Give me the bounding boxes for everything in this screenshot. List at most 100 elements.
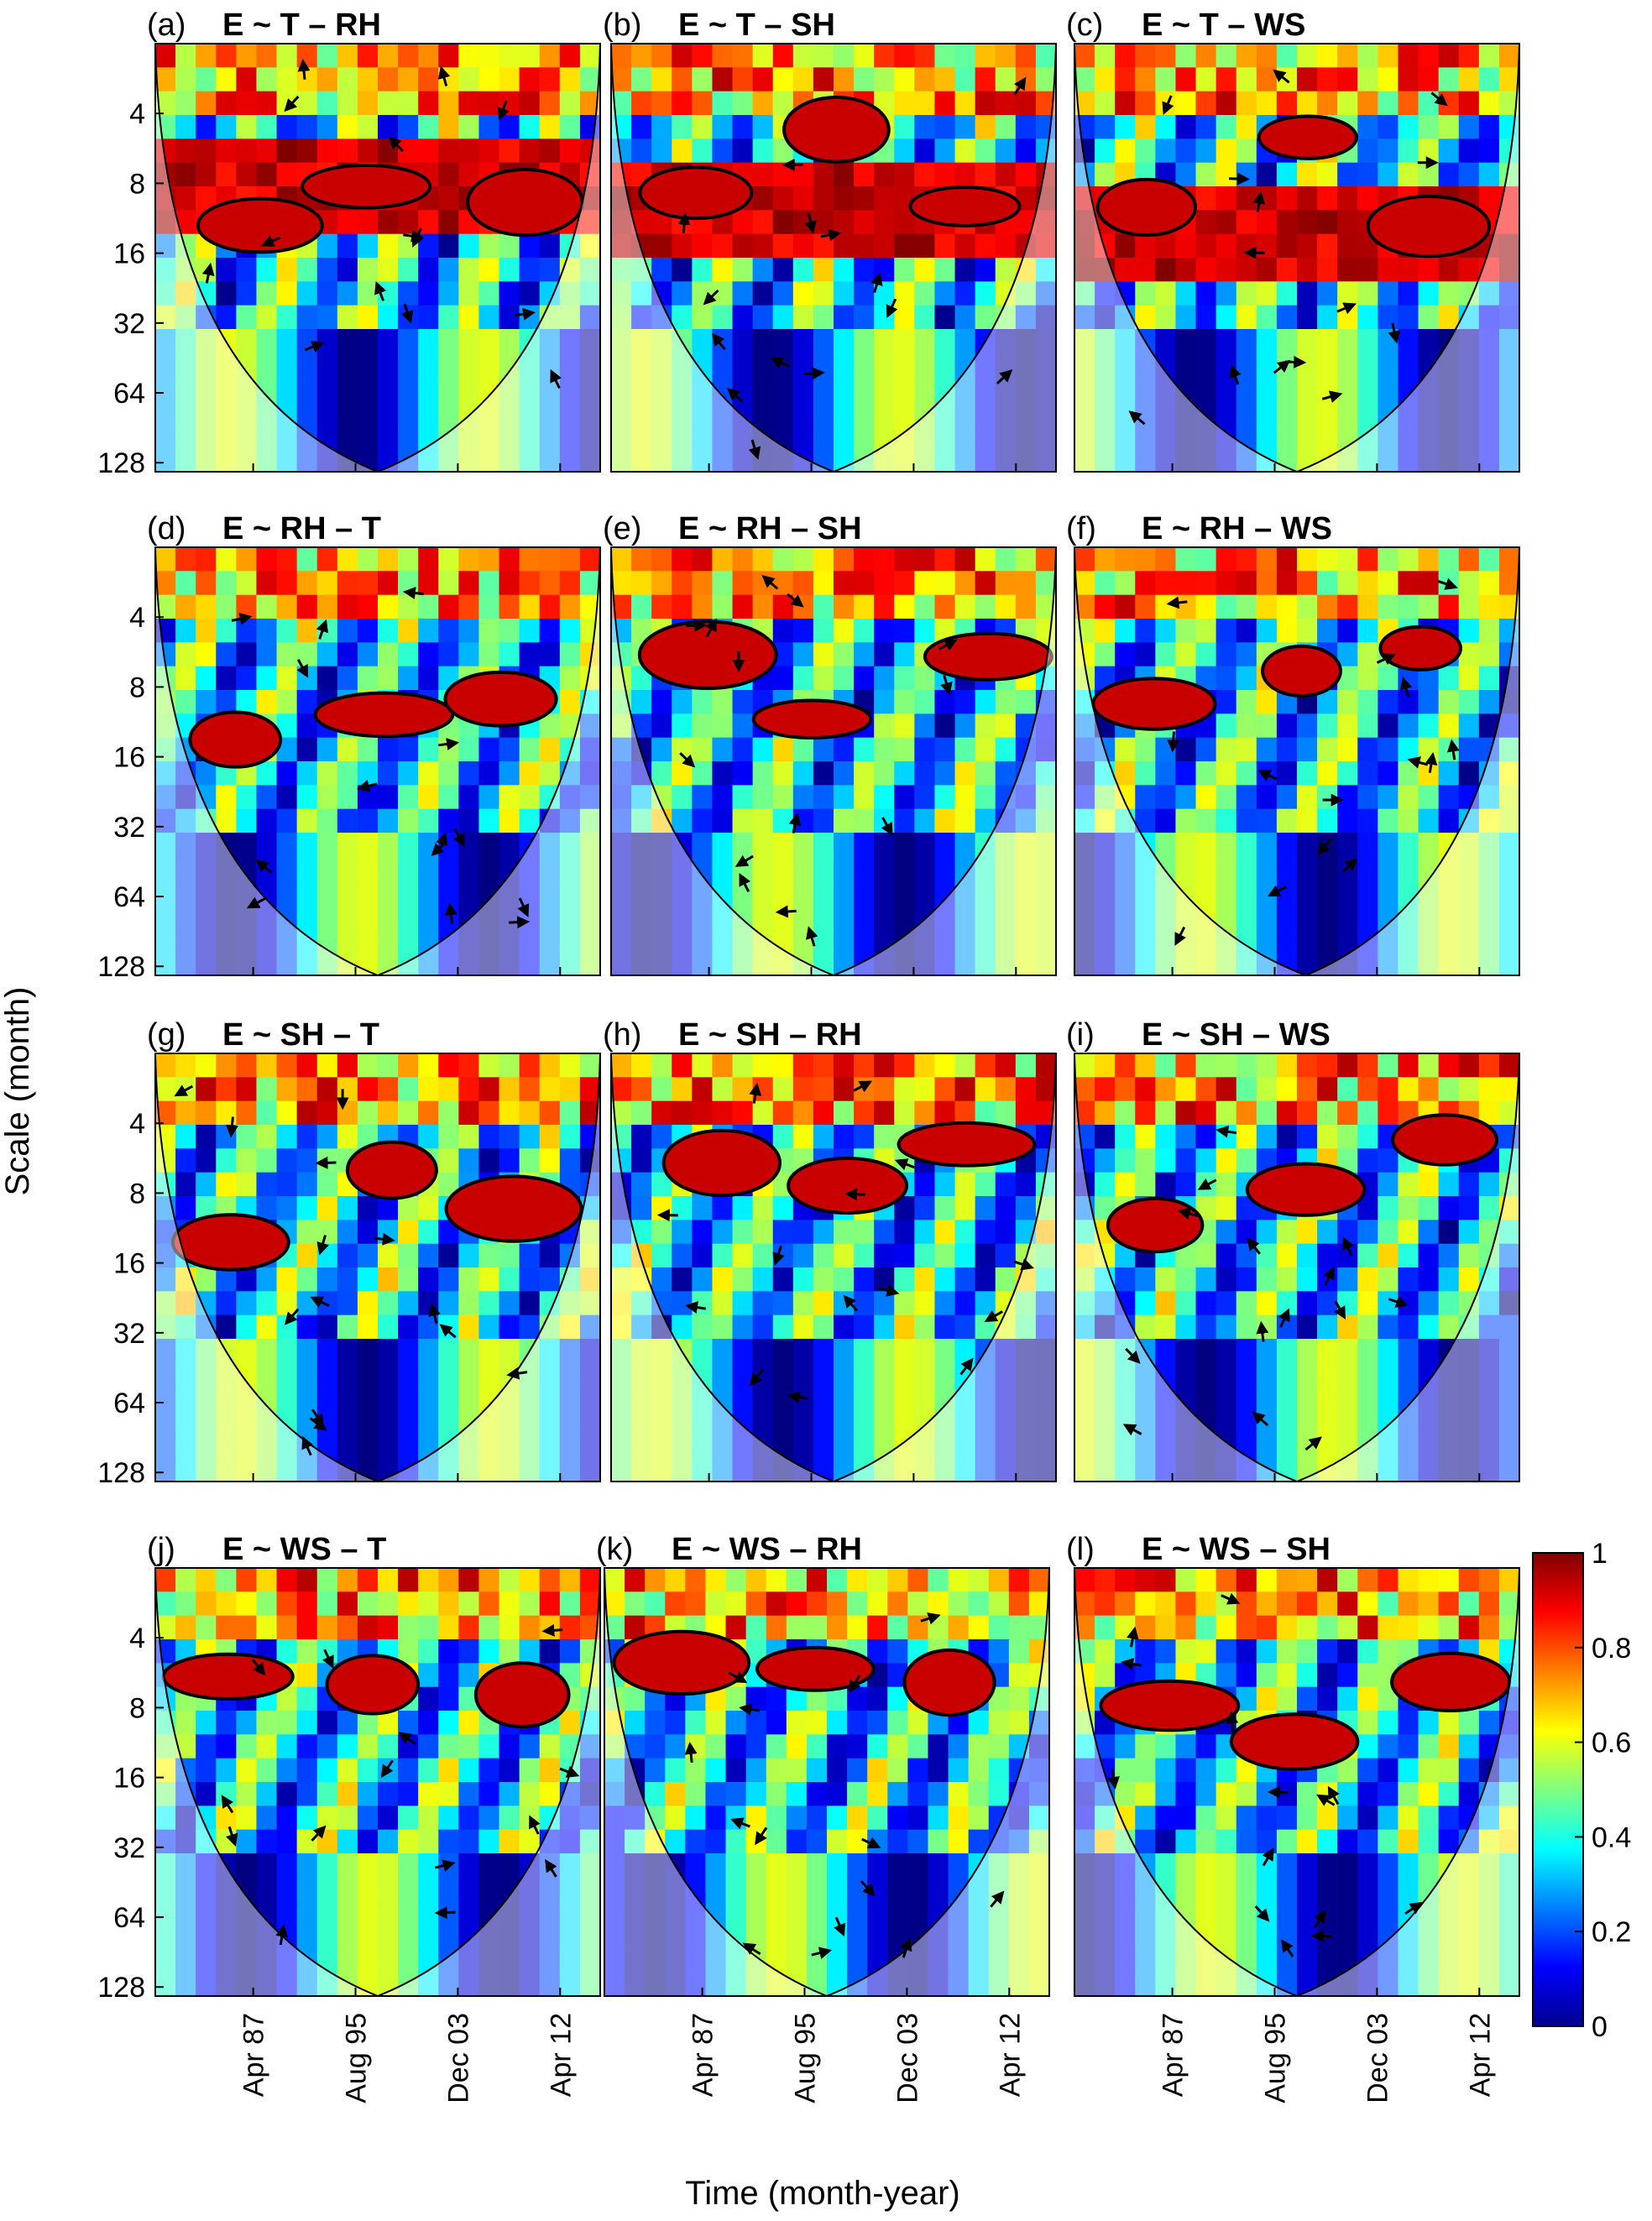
cone-of-influence-shade [155, 1053, 600, 1482]
significance-contour [751, 698, 873, 740]
panel-a: (a) E ~ T – RH 4 8 16 32 64 128 [97, 8, 601, 479]
phase-arrow [1304, 1436, 1322, 1451]
panel-frame [610, 546, 1057, 976]
phase-arrow [374, 1232, 395, 1246]
phase-arrow [246, 896, 266, 909]
phase-arrow [1321, 390, 1343, 403]
phase-arrow [497, 100, 510, 121]
cone-of-influence-shade [155, 1568, 600, 1996]
coherence-field [1074, 547, 1519, 975]
phase-arrow [1257, 770, 1278, 781]
phase-arrow [728, 1671, 748, 1683]
phase-arrow [679, 752, 696, 768]
colorbar-ticks: 0 0.2 0.4 0.6 0.8 1 [1575, 1538, 1631, 2043]
phase-arrow [1107, 1768, 1120, 1790]
panel-title: E ~ WS – RH [672, 1532, 862, 1567]
cone-of-influence [611, 44, 1056, 472]
y-tick-label: 128 [97, 1457, 145, 1489]
y-axis-label: Scale (month) [0, 987, 36, 1196]
phase-arrow [1167, 731, 1180, 753]
phase-arrow [870, 272, 883, 294]
phase-arrow [1252, 1411, 1269, 1427]
phase-arrow [1281, 1939, 1294, 1957]
phase-arrow [1247, 1237, 1261, 1255]
colorbar-gradient [1532, 1552, 1584, 2027]
phase-arrow [515, 307, 536, 321]
coherence-field [611, 547, 1056, 975]
phase-arrow [296, 659, 309, 678]
phase-arrow [788, 813, 802, 834]
phase-arrow [529, 1815, 541, 1835]
y-tick-label: 16 [113, 1248, 145, 1280]
cone-of-influence-shade [611, 44, 1056, 472]
phase-arrow [284, 95, 300, 112]
y-tick-label: 32 [113, 1318, 145, 1350]
x-tick-label: Apr 12 [994, 2013, 1026, 2097]
phase-arrow [1162, 95, 1174, 116]
x-tick-label: Apr 12 [1464, 2013, 1496, 2097]
phase-arrow [559, 1765, 580, 1778]
x-axis-label: Time (month-year) [685, 2175, 959, 2212]
phase-arrow [1229, 364, 1242, 385]
phase-arrow [380, 1759, 394, 1779]
phase-arrow [787, 593, 804, 608]
phase-arrow [1278, 1308, 1290, 1328]
phase-arrow [1407, 756, 1429, 769]
phase-arrow [1121, 1658, 1142, 1670]
panel-d: (d) E ~ RH – T 4 8 16 32 64 128 [97, 511, 601, 983]
phase-arrow [1399, 677, 1413, 698]
y-tick-label: 128 [97, 951, 145, 983]
significance-contour [661, 1128, 782, 1198]
panel-title: E ~ SH – WS [1142, 1017, 1330, 1053]
phase-arrow [748, 439, 761, 460]
phase-arrow [398, 1732, 416, 1745]
phase-arrow [401, 303, 414, 324]
significance-contour [196, 196, 324, 254]
phase-arrow [811, 1947, 833, 1959]
panel-letter: (f) [1066, 511, 1096, 546]
phase-arrow [541, 1623, 563, 1637]
panel-b: (b) E ~ T – SH [603, 8, 1057, 473]
significance-contour [908, 186, 1022, 227]
phase-arrow [1128, 410, 1146, 426]
phase-arrow [310, 1296, 330, 1309]
panel-letter: (j) [147, 1532, 175, 1567]
phase-arrow [261, 235, 281, 247]
colorbar-tick-label: 0.2 [1592, 1916, 1631, 1948]
y-tick-label: 32 [113, 308, 145, 340]
phase-arrow [1285, 355, 1307, 368]
phase-arrow [1215, 1125, 1237, 1138]
cone-of-influence-shade [155, 44, 600, 472]
phase-arrow [1273, 69, 1290, 84]
phase-arrow [517, 897, 530, 917]
significance-contour [638, 165, 754, 221]
phase-arrow [739, 873, 751, 893]
coherence-field [155, 1568, 600, 1996]
phase-arrow [1254, 1905, 1270, 1922]
phase-arrow [1317, 839, 1332, 855]
phase-arrow [1316, 1794, 1336, 1806]
cone-of-influence [155, 547, 600, 975]
y-tick-label: 4 [129, 1108, 145, 1140]
phase-arrow [301, 1435, 314, 1456]
significance-contour [1378, 624, 1462, 672]
y-tick-label: 64 [113, 378, 145, 410]
significance-contour [161, 1652, 295, 1701]
significance-contour [787, 1156, 909, 1215]
phase-arrow [434, 1906, 456, 1920]
colorbar-tick-label: 0 [1592, 2011, 1608, 2043]
phase-arrow [806, 926, 818, 947]
coherence-field [611, 44, 1056, 472]
y-tick-label: 8 [129, 1692, 145, 1724]
y-tick-label: 64 [113, 1902, 145, 1934]
cone-of-influence-shade [155, 547, 600, 975]
significance-contour [345, 1140, 438, 1200]
significance-contour [612, 1629, 751, 1696]
significance-contour [1245, 1162, 1367, 1217]
colorbar-tick-label: 1 [1592, 1538, 1608, 1570]
panel-letter: (l) [1066, 1532, 1095, 1567]
phase-arrow [761, 574, 779, 590]
panel-title: E ~ WS – SH [1142, 1532, 1330, 1567]
phase-arrow [735, 854, 754, 867]
